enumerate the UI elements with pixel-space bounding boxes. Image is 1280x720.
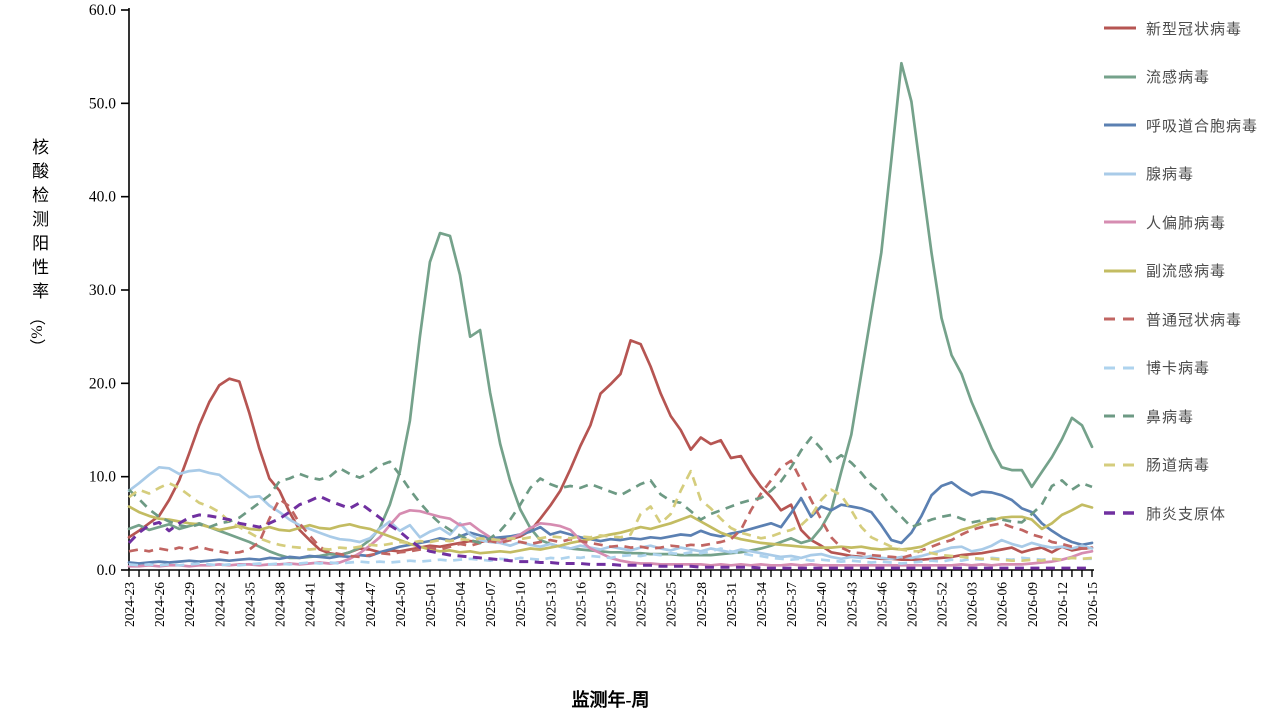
x-tick-label: 2024-23 (122, 582, 137, 627)
x-tick-label: 2025-01 (423, 582, 438, 627)
legend-item-鼻病毒: 鼻病毒 (1103, 392, 1258, 441)
x-tick-label: 2024-47 (363, 582, 378, 627)
x-axis-title: 监测年-周 (571, 690, 650, 710)
x-tick-label: 2025-40 (814, 582, 829, 627)
legend-label: 普通冠状病毒 (1146, 312, 1243, 329)
x-tick-label: 2025-43 (844, 582, 859, 627)
series-line-普通冠状病毒 (128, 459, 1092, 560)
x-tick-label: 2025-22 (634, 582, 649, 627)
legend-line-sample (1104, 269, 1136, 273)
y-tick-label: 40.0 (89, 189, 116, 206)
x-tick-label: 2025-07 (483, 582, 498, 627)
legend-line-sample (1104, 123, 1136, 127)
x-tick-label: 2024-44 (333, 582, 348, 627)
y-tick-label: 50.0 (89, 95, 116, 112)
x-tick-label: 2025-46 (874, 582, 889, 627)
y-tick-label: 20.0 (89, 375, 116, 392)
x-tick-label: 2026-15 (1085, 582, 1100, 627)
legend-line-sample (1104, 172, 1136, 176)
legend-line-sample (1104, 317, 1136, 321)
legend-line-sample (1104, 414, 1136, 418)
x-tick-label: 2025-52 (935, 582, 950, 627)
x-tick-label: 2026-06 (995, 582, 1010, 627)
y-tick-label: 60.0 (89, 2, 116, 19)
x-tick-label: 2024-41 (303, 582, 318, 627)
legend-item-副流感病毒: 副流感病毒 (1103, 247, 1258, 296)
legend-item-博卡病毒: 博卡病毒 (1103, 344, 1258, 393)
legend-item-新型冠状病毒: 新型冠状病毒 (1103, 4, 1258, 53)
legend-item-流感病毒: 流感病毒 (1103, 53, 1258, 102)
legend-line-sample (1104, 463, 1136, 467)
legend-item-人偏肺病毒: 人偏肺病毒 (1103, 198, 1258, 247)
x-tick-label: 2024-32 (212, 582, 227, 627)
x-tick-label: 2026-09 (1025, 582, 1040, 627)
x-tick-label: 2026-12 (1055, 582, 1070, 627)
x-tick-label: 2025-37 (784, 582, 799, 627)
x-tick-label: 2025-16 (573, 582, 588, 627)
x-tick-label: 2026-03 (965, 582, 980, 627)
y-axis-title: 核酸检测阳性率 （%） (16, 138, 61, 355)
x-tick-label: 2025-25 (664, 582, 679, 627)
x-tick-label: 2025-49 (904, 582, 919, 627)
legend-label: 肠道病毒 (1146, 458, 1211, 475)
legend-label: 鼻病毒 (1146, 409, 1195, 426)
x-tick-label: 2025-13 (543, 582, 558, 627)
legend-line-sample (1104, 366, 1136, 370)
series-line-腺病毒 (127, 465, 1094, 561)
x-tick-label: 2024-35 (242, 582, 257, 627)
y-axis-ticks: 0.0 10.0 20.0 30.0 40.0 50.0 60.0 (89, 2, 129, 579)
legend-line-sample (1104, 26, 1136, 30)
series-line-副流感病毒 (127, 503, 1094, 555)
x-tick-label: 2025-19 (604, 582, 619, 627)
y-tick-label: 0.0 (97, 562, 117, 579)
y-axis-title-text: 核酸检测阳性率 (29, 138, 49, 306)
y-axis-title-unit: （%） (27, 309, 45, 355)
x-tick-label: 2025-34 (754, 582, 769, 627)
series-line-博卡病毒 (128, 547, 1092, 567)
legend-label: 新型冠状病毒 (1146, 21, 1243, 38)
legend-label: 流感病毒 (1146, 70, 1211, 87)
legend-label: 肺炎支原体 (1146, 506, 1227, 523)
legend-label: 人偏肺病毒 (1146, 215, 1227, 232)
x-tick-label: 2024-26 (152, 582, 167, 627)
x-tick-label: 2025-28 (694, 582, 709, 627)
legend-label: 腺病毒 (1146, 167, 1195, 184)
legend: 新型冠状病毒 流感病毒呼吸道合胞病毒 腺病毒人偏肺病毒副流感病毒普通冠状病毒 博卡病毒… (1103, 4, 1258, 538)
legend-line-sample (1104, 511, 1136, 515)
legend-label: 博卡病毒 (1146, 361, 1211, 378)
legend-item-腺病毒: 腺病毒 (1103, 150, 1258, 199)
x-tick-label: 2024-29 (182, 582, 197, 627)
y-tick-label: 30.0 (89, 282, 116, 299)
legend-label: 副流感病毒 (1146, 264, 1227, 281)
series-line-呼吸道合胞病毒 (127, 480, 1094, 565)
legend-line-sample (1104, 220, 1136, 224)
legend-item-肠道病毒: 肠道病毒 (1103, 441, 1258, 490)
x-axis-ticks: 2024-23 2024-26 2024-29 2024-32 2024-35 2024-… (122, 570, 1100, 627)
legend-label: 呼吸道合胞病毒 (1146, 118, 1259, 135)
x-tick-label: 2025-31 (724, 582, 739, 627)
x-tick-label: 2025-04 (453, 582, 468, 627)
y-tick-label: 10.0 (89, 469, 116, 486)
series-line-新型冠状病毒 (127, 339, 1094, 562)
legend-item-普通冠状病毒: 普通冠状病毒 (1103, 295, 1258, 344)
x-tick-label: 2024-50 (393, 582, 408, 627)
series-line-肠道病毒 (128, 469, 1093, 563)
x-tick-label: 2024-38 (272, 582, 287, 627)
series-line-鼻病毒 (128, 436, 1093, 545)
legend-item-肺炎支原体: 肺炎支原体 (1103, 489, 1258, 538)
x-tick-label: 2025-10 (513, 582, 528, 627)
legend-item-呼吸道合胞病毒: 呼吸道合胞病毒 (1103, 101, 1258, 150)
legend-line-sample (1104, 75, 1136, 79)
